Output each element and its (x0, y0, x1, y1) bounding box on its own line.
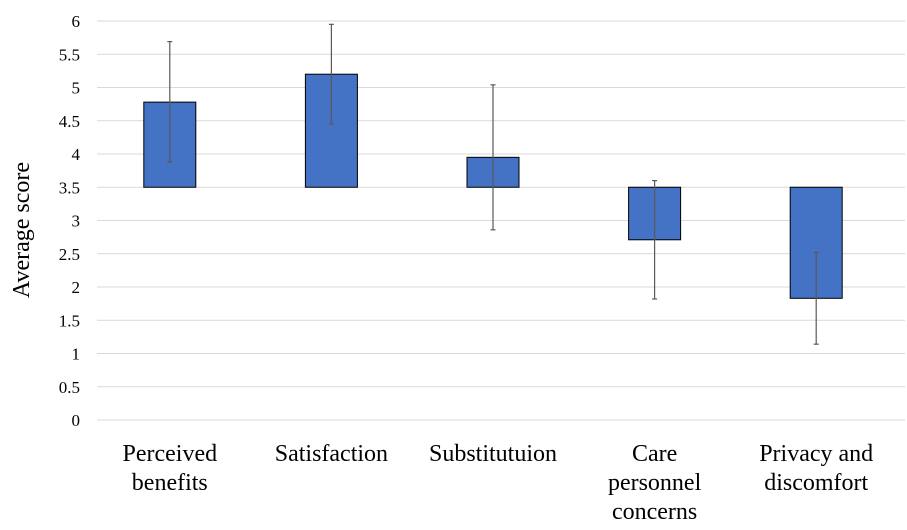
y-tick-label: 1 (72, 345, 81, 364)
y-axis-ticks: 0 0.5 1 1.5 2 2.5 3 3.5 4 4.5 5 5.5 6 (59, 12, 81, 430)
y-tick-label: 3.5 (59, 178, 80, 197)
y-tick-label: 0.5 (59, 378, 80, 397)
x-axis-labels: Perceived benefits Satisfaction Substitutui… (122, 441, 873, 525)
bar (304, 73, 358, 188)
x-tick-label: Privacy and discomfort (759, 441, 873, 496)
y-axis-label: Average score (9, 162, 35, 298)
y-tick-label: 2 (72, 278, 81, 297)
y-tick-label: 6 (72, 12, 81, 31)
gridlines (97, 20, 905, 421)
y-tick-label: 4.5 (59, 112, 80, 131)
x-tick-label: Satisfaction (275, 441, 388, 467)
x-tick-label: Perceived benefits (122, 441, 217, 496)
x-tick-label: Substitutuion (429, 441, 557, 467)
y-tick-label: 0 (72, 411, 81, 430)
y-tick-label: 5.5 (59, 45, 80, 64)
x-tick-label: Care personnel concerns (608, 441, 702, 525)
y-tick-label: 2.5 (59, 245, 80, 264)
error-bars (167, 23, 819, 345)
y-tick-label: 4 (72, 145, 81, 164)
y-tick-label: 3 (72, 212, 81, 231)
y-tick-label: 1.5 (59, 311, 80, 330)
y-tick-label: 5 (72, 79, 81, 98)
